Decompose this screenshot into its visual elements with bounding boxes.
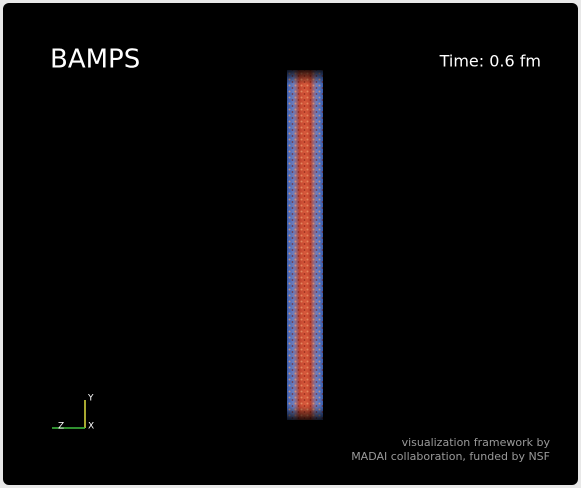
credit-line: visualization framework by xyxy=(402,436,551,449)
axis-x-label: X xyxy=(88,422,94,432)
credit-line: MADAI collaboration, funded by NSF xyxy=(351,450,550,463)
axes-widget: Y Z X xyxy=(52,394,94,432)
particle-column xyxy=(287,70,323,420)
title: BAMPS xyxy=(50,45,140,75)
axis-y-label: Y xyxy=(87,394,94,404)
time-label: Time: 0.6 fm xyxy=(439,52,541,71)
axis-z-label: Z xyxy=(58,422,64,432)
